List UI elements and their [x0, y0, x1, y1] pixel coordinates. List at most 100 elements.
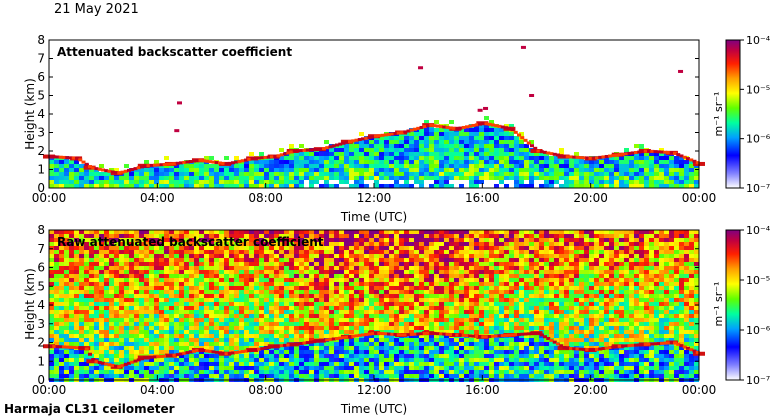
- boundary-layer-mark: [175, 161, 180, 165]
- heatmap-cell: [414, 242, 419, 246]
- heatmap-cell: [174, 262, 179, 266]
- heatmap-cell: [204, 290, 209, 294]
- heatmap-cell: [199, 266, 204, 270]
- heatmap-cell: [109, 250, 114, 254]
- heatmap-cell: [339, 164, 344, 168]
- heatmap-cell: [109, 234, 114, 238]
- heatmap-cell: [84, 338, 89, 342]
- heatmap-cell: [89, 278, 94, 282]
- heatmap-cell: [309, 366, 314, 370]
- heatmap-cell: [499, 274, 504, 278]
- heatmap-cell: [489, 168, 494, 172]
- heatmap-cell: [164, 374, 169, 378]
- boundary-layer-mark: [81, 160, 86, 164]
- heatmap-cell: [419, 254, 424, 258]
- heatmap-cell: [334, 306, 339, 310]
- heatmap-cell: [694, 176, 699, 180]
- heatmap-cell: [49, 258, 54, 262]
- heatmap-cell: [664, 168, 669, 172]
- heatmap-cell: [669, 176, 674, 180]
- heatmap-cell: [659, 184, 664, 188]
- heatmap-cell: [199, 374, 204, 378]
- heatmap-cell: [264, 302, 269, 306]
- heatmap-cell: [124, 230, 129, 234]
- heatmap-cell: [144, 334, 149, 338]
- heatmap-cell: [79, 286, 84, 290]
- heatmap-cell: [144, 338, 149, 342]
- heatmap-cell: [279, 358, 284, 362]
- heatmap-cell: [289, 370, 294, 374]
- heatmap-cell: [239, 282, 244, 286]
- heatmap-cell: [344, 156, 349, 160]
- heatmap-cell: [334, 172, 339, 176]
- heatmap-cell: [344, 234, 349, 238]
- heatmap-cell: [324, 270, 329, 274]
- heatmap-cell: [349, 230, 354, 234]
- heatmap-cell: [389, 338, 394, 342]
- heatmap-cell: [129, 184, 134, 188]
- heatmap-cell: [324, 164, 329, 168]
- heatmap-cell: [239, 230, 244, 234]
- heatmap-cell: [264, 168, 269, 172]
- heatmap-cell: [149, 172, 154, 176]
- heatmap-cell: [429, 294, 434, 298]
- heatmap-cell: [424, 310, 429, 314]
- heatmap-cell: [489, 176, 494, 180]
- heatmap-cell: [139, 172, 144, 176]
- heatmap-cell: [439, 294, 444, 298]
- heatmap-cell: [354, 326, 359, 330]
- heatmap-cell: [159, 366, 164, 370]
- heatmap-cell: [124, 258, 129, 262]
- heatmap-cell: [144, 330, 149, 334]
- heatmap-cell: [164, 254, 169, 258]
- heatmap-cell: [324, 172, 329, 176]
- heatmap-cell: [344, 242, 349, 246]
- heatmap-cell: [484, 290, 489, 294]
- heatmap-cell: [184, 274, 189, 278]
- heatmap-cell: [324, 148, 329, 152]
- heatmap-cell: [529, 140, 534, 144]
- heatmap-cell: [394, 254, 399, 258]
- heatmap-cell: [104, 370, 109, 374]
- heatmap-cell: [229, 184, 234, 188]
- heatmap-cell: [479, 362, 484, 366]
- heatmap-cell: [494, 152, 499, 156]
- heatmap-cell: [269, 258, 274, 262]
- heatmap-cell: [279, 266, 284, 270]
- heatmap-cell: [149, 250, 154, 254]
- heatmap-cell: [604, 160, 609, 164]
- boundary-layer-mark: [640, 150, 645, 154]
- heatmap-cell: [294, 254, 299, 258]
- heatmap-cell: [294, 350, 299, 354]
- boundary-layer-mark: [283, 152, 287, 156]
- heatmap-cell: [209, 326, 214, 330]
- heatmap-cell: [359, 370, 364, 374]
- heatmap-cell: [274, 366, 279, 370]
- heatmap-cell: [229, 302, 234, 306]
- heatmap-cell: [224, 298, 229, 302]
- boundary-layer-mark: [442, 125, 447, 129]
- heatmap-cell: [189, 184, 194, 188]
- heatmap-cell: [214, 374, 219, 378]
- heatmap-cell: [159, 258, 164, 262]
- heatmap-cell: [324, 168, 329, 172]
- heatmap-cell: [414, 278, 419, 282]
- heatmap-cell: [144, 342, 149, 346]
- heatmap-cell: [444, 148, 449, 152]
- heatmap-cell: [59, 334, 64, 338]
- heatmap-cell: [449, 246, 454, 250]
- heatmap-cell: [104, 366, 109, 370]
- heatmap-cell: [459, 290, 464, 294]
- heatmap-cell: [559, 168, 564, 172]
- heatmap-cell: [449, 322, 454, 326]
- heatmap-cell: [239, 358, 244, 362]
- heatmap-cell: [304, 290, 309, 294]
- heatmap-cell: [229, 286, 234, 290]
- heatmap-cell: [554, 160, 559, 164]
- heatmap-cell: [469, 366, 474, 370]
- heatmap-cell: [594, 184, 599, 188]
- boundary-layer-mark: [188, 160, 193, 164]
- heatmap-cell: [79, 306, 84, 310]
- heatmap-cell: [599, 172, 604, 176]
- heatmap-cell: [209, 354, 214, 358]
